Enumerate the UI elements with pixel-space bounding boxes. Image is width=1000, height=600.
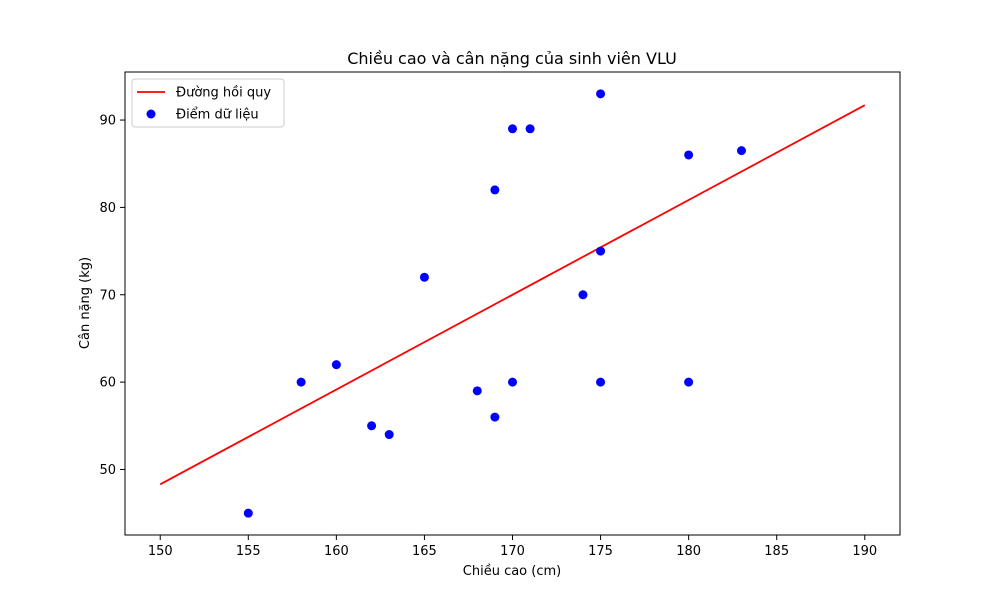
plot-frame [124, 71, 901, 536]
data-point [736, 146, 746, 156]
plot-area: 150 155 160 165 170 175 180 185 190 50 60 70 80 90 [99, 71, 901, 559]
x-tick-label: 150 [148, 544, 173, 559]
data-point [596, 89, 606, 99]
y-tick-label: 60 [99, 376, 116, 391]
data-point [419, 272, 429, 282]
x-tick-label: 155 [236, 544, 261, 559]
data-point [296, 377, 306, 387]
data-point [596, 377, 606, 387]
y-tick-label: 70 [99, 288, 116, 303]
x-tick-label: 170 [500, 544, 525, 559]
data-point [684, 150, 694, 160]
data-point [525, 124, 535, 134]
y-axis-label: Cân nặng (kg) [78, 257, 93, 349]
x-tick-label: 190 [852, 544, 877, 559]
data-point [490, 185, 500, 195]
data-point [596, 246, 606, 256]
x-tick-label: 180 [676, 544, 701, 559]
x-tick-label: 185 [764, 544, 789, 559]
x-axis-ticks: 150 155 160 165 170 175 180 185 190 [148, 535, 877, 559]
legend-label: Đường hồi quy [176, 86, 271, 101]
data-point [243, 508, 253, 518]
y-tick-label: 80 [99, 201, 116, 216]
scatter-points [243, 89, 746, 518]
data-point [472, 386, 482, 396]
chart-title: Chiều cao và cân nặng của sinh viên VLU [347, 49, 677, 68]
legend-box [131, 78, 285, 128]
data-point [508, 124, 517, 134]
legend-label: Điểm dữ liệu [176, 108, 259, 123]
legend-point-marker [146, 109, 156, 119]
x-tick-label: 175 [588, 544, 613, 559]
regression-line [159, 104, 866, 486]
y-axis-ticks: 50 60 70 80 90 [99, 114, 125, 478]
data-point [331, 360, 341, 370]
legend: Đường hồi quy Điểm dữ liệu [131, 78, 285, 128]
data-point [578, 290, 588, 300]
x-tick-label: 165 [412, 544, 437, 559]
data-point [367, 421, 377, 431]
x-tick-label: 160 [324, 544, 349, 559]
data-point [684, 377, 694, 387]
x-axis-label: Chiều cao (cm) [463, 564, 561, 579]
y-tick-label: 90 [99, 114, 116, 129]
y-tick-label: 50 [99, 463, 116, 478]
data-point [508, 377, 517, 387]
data-point [490, 412, 500, 422]
data-point [384, 430, 394, 440]
